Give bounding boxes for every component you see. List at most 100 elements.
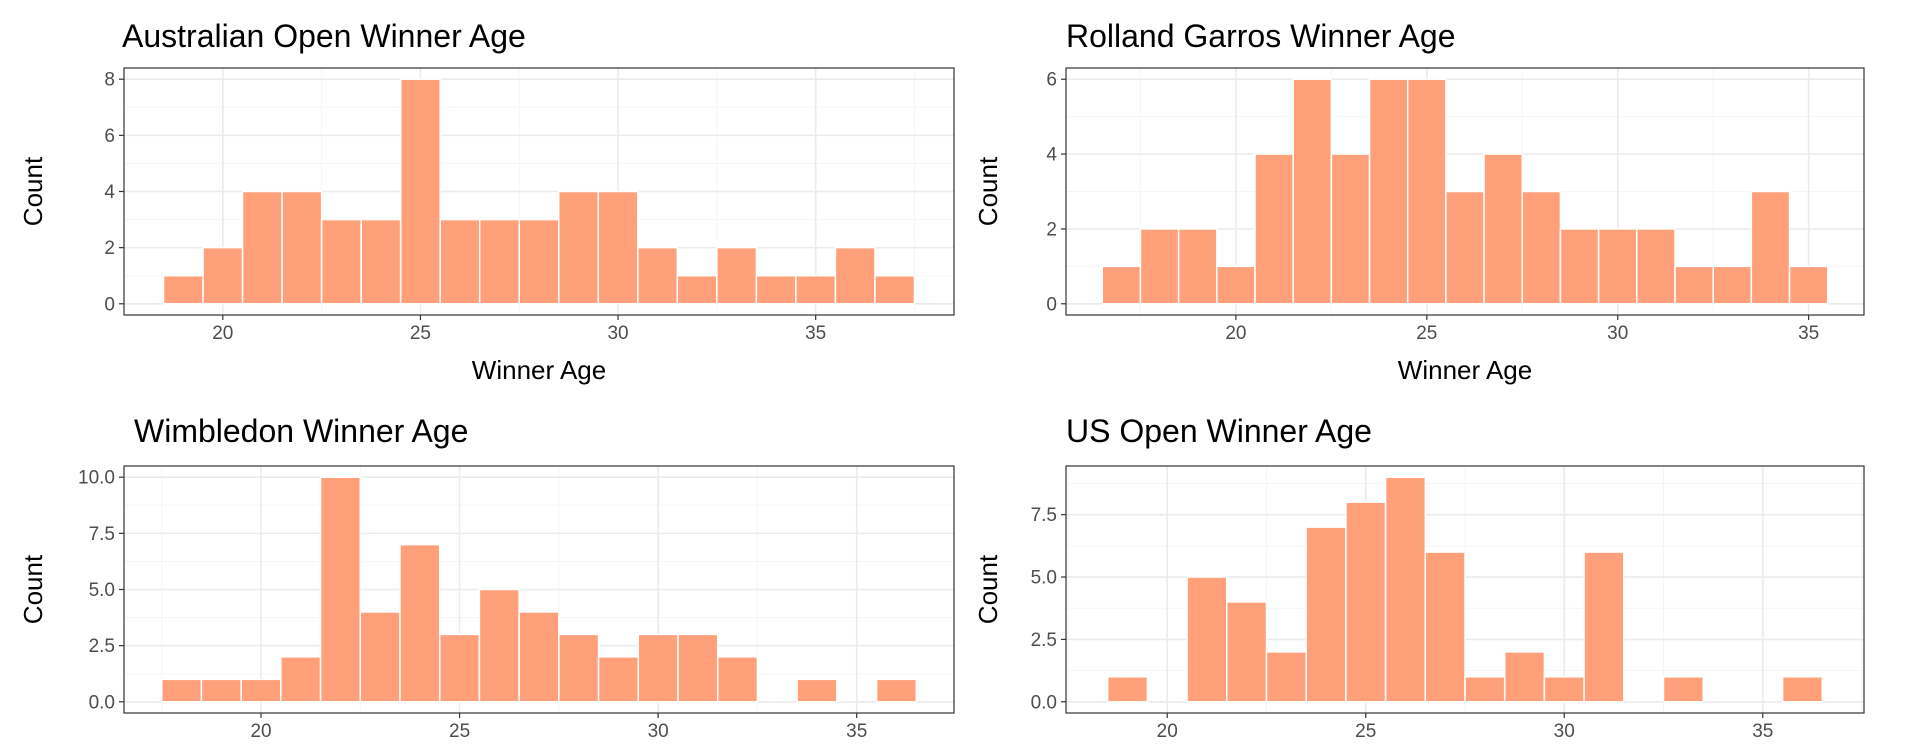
histogram-bar	[518, 611, 560, 703]
histogram-bar	[240, 678, 282, 703]
panel-border	[1065, 465, 1865, 714]
histogram-bar	[676, 274, 718, 305]
histogram-bar	[1543, 676, 1585, 703]
histogram-bar	[716, 656, 759, 703]
histogram-bar	[1330, 153, 1371, 305]
histogram-bar	[399, 78, 441, 305]
chart-title: Australian Open Winner Age	[122, 18, 526, 54]
y-tick-label: 5.0	[89, 580, 115, 601]
histogram-bar	[1384, 476, 1427, 703]
histogram-bar	[478, 588, 520, 703]
histogram-bar	[1406, 78, 1447, 305]
chart-panel-4: 20 25 30 35 0.0 2.5 5.0 7.5 US Open Winner Age Co…	[973, 413, 1865, 742]
x-tick-label: 30	[1607, 323, 1628, 344]
y-tick-label: 2.5	[1031, 630, 1057, 651]
y-tick-label: 0	[1046, 294, 1057, 315]
x-tick-label: 25	[1416, 323, 1437, 344]
y-tick-label: 4	[1046, 145, 1057, 166]
histogram-bar	[319, 476, 362, 703]
x-tick-label: 30	[648, 721, 669, 742]
x-tick-label: 30	[607, 323, 628, 344]
y-tick-label: 2	[1046, 219, 1057, 240]
y-tick-label: 2.5	[89, 636, 115, 657]
histogram-bar	[1292, 78, 1333, 305]
histogram-bar	[1597, 228, 1638, 305]
histogram-bar	[1216, 265, 1256, 305]
histogram-bar	[518, 218, 560, 305]
y-axis-label: Count	[973, 156, 1003, 226]
histogram-bar	[1226, 601, 1268, 703]
y-tick-label: 4	[104, 182, 115, 203]
x-axis-label: Winner Age	[1398, 355, 1532, 385]
histogram-bar	[1583, 551, 1625, 703]
histogram-bar	[162, 274, 204, 305]
histogram-bar	[795, 274, 837, 305]
x-tick-label: 20	[250, 721, 271, 742]
histogram-bar	[1674, 265, 1714, 305]
histogram-bar	[281, 190, 323, 305]
y-tick-label: 6	[104, 126, 115, 147]
y-axis-label: Count	[18, 156, 48, 226]
x-tick-label: 20	[1157, 721, 1178, 742]
y-tick-label: 0	[104, 294, 115, 315]
y-tick-label: 2	[104, 238, 115, 259]
histogram-bar	[202, 246, 244, 305]
histogram-bar	[755, 274, 797, 305]
y-axis-label: Count	[18, 554, 48, 624]
histogram-bar	[1101, 265, 1142, 305]
histogram-bar	[438, 633, 481, 703]
histogram-bar	[399, 543, 441, 703]
x-tick-label: 35	[805, 323, 826, 344]
x-tick-label: 35	[1798, 323, 1819, 344]
x-tick-label: 20	[1225, 323, 1246, 344]
histogram-bar	[1781, 676, 1824, 703]
histogram-bar	[320, 218, 362, 305]
chart-title: US Open Winner Age	[1066, 413, 1372, 449]
y-tick-label: 10.0	[78, 468, 115, 489]
histogram-bar	[1712, 265, 1753, 305]
histogram-bar	[1750, 190, 1791, 305]
histogram-bar	[1521, 190, 1562, 305]
histogram-bar	[1139, 228, 1180, 305]
x-tick-label: 35	[1752, 721, 1773, 742]
histogram-bar	[1503, 651, 1546, 703]
histogram-bar	[1445, 190, 1485, 305]
histogram-bar	[637, 246, 679, 305]
x-tick-label: 25	[449, 721, 470, 742]
y-tick-label: 5.0	[1031, 568, 1057, 589]
histogram-bar	[1177, 228, 1218, 305]
histogram-bar	[1636, 228, 1676, 305]
histogram-bar	[1464, 676, 1506, 703]
histogram-bar	[241, 190, 283, 305]
histogram-bar	[280, 656, 322, 703]
histogram-bar	[1559, 228, 1600, 305]
histogram-bar	[558, 633, 600, 703]
chart-panel-2: 20 25 30 35 0 2 4 6 Rolland Garros Winner Age Cou…	[973, 18, 1865, 385]
x-tick-label: 35	[846, 721, 867, 742]
y-tick-label: 0.0	[1031, 692, 1057, 713]
histogram-bar	[1662, 676, 1704, 703]
histogram-bar	[160, 678, 203, 703]
y-tick-label: 6	[1046, 70, 1057, 91]
chart-panel-1: 20 25 30 35 0 2 4 6 8 Australian Open Winner Age C…	[18, 18, 955, 385]
histogram-bar	[597, 656, 640, 703]
y-axis-label: Count	[973, 554, 1003, 624]
histogram-bar	[716, 246, 758, 305]
panel-border	[1065, 67, 1865, 316]
histogram-bar	[558, 190, 600, 305]
histogram-bar	[1345, 501, 1387, 703]
histogram-bar	[637, 633, 679, 703]
histogram-bar	[1265, 651, 1307, 703]
histogram-bar	[1424, 551, 1466, 703]
x-tick-label: 30	[1554, 721, 1575, 742]
histogram-bar	[200, 678, 242, 703]
x-tick-label: 25	[1355, 721, 1376, 742]
histogram-bar	[1368, 78, 1409, 305]
histogram-bar	[1254, 153, 1294, 305]
chart-title: Wimbledon Winner Age	[134, 413, 468, 449]
histogram-bar	[875, 678, 918, 703]
x-tick-label: 25	[410, 323, 431, 344]
histogram-bar	[478, 218, 520, 305]
histogram-bar	[1186, 576, 1228, 703]
chart-panel-3: 20 25 30 35 0.0 2.5 5.0 7.5 10.0 Wimbledon Winner…	[18, 413, 955, 742]
